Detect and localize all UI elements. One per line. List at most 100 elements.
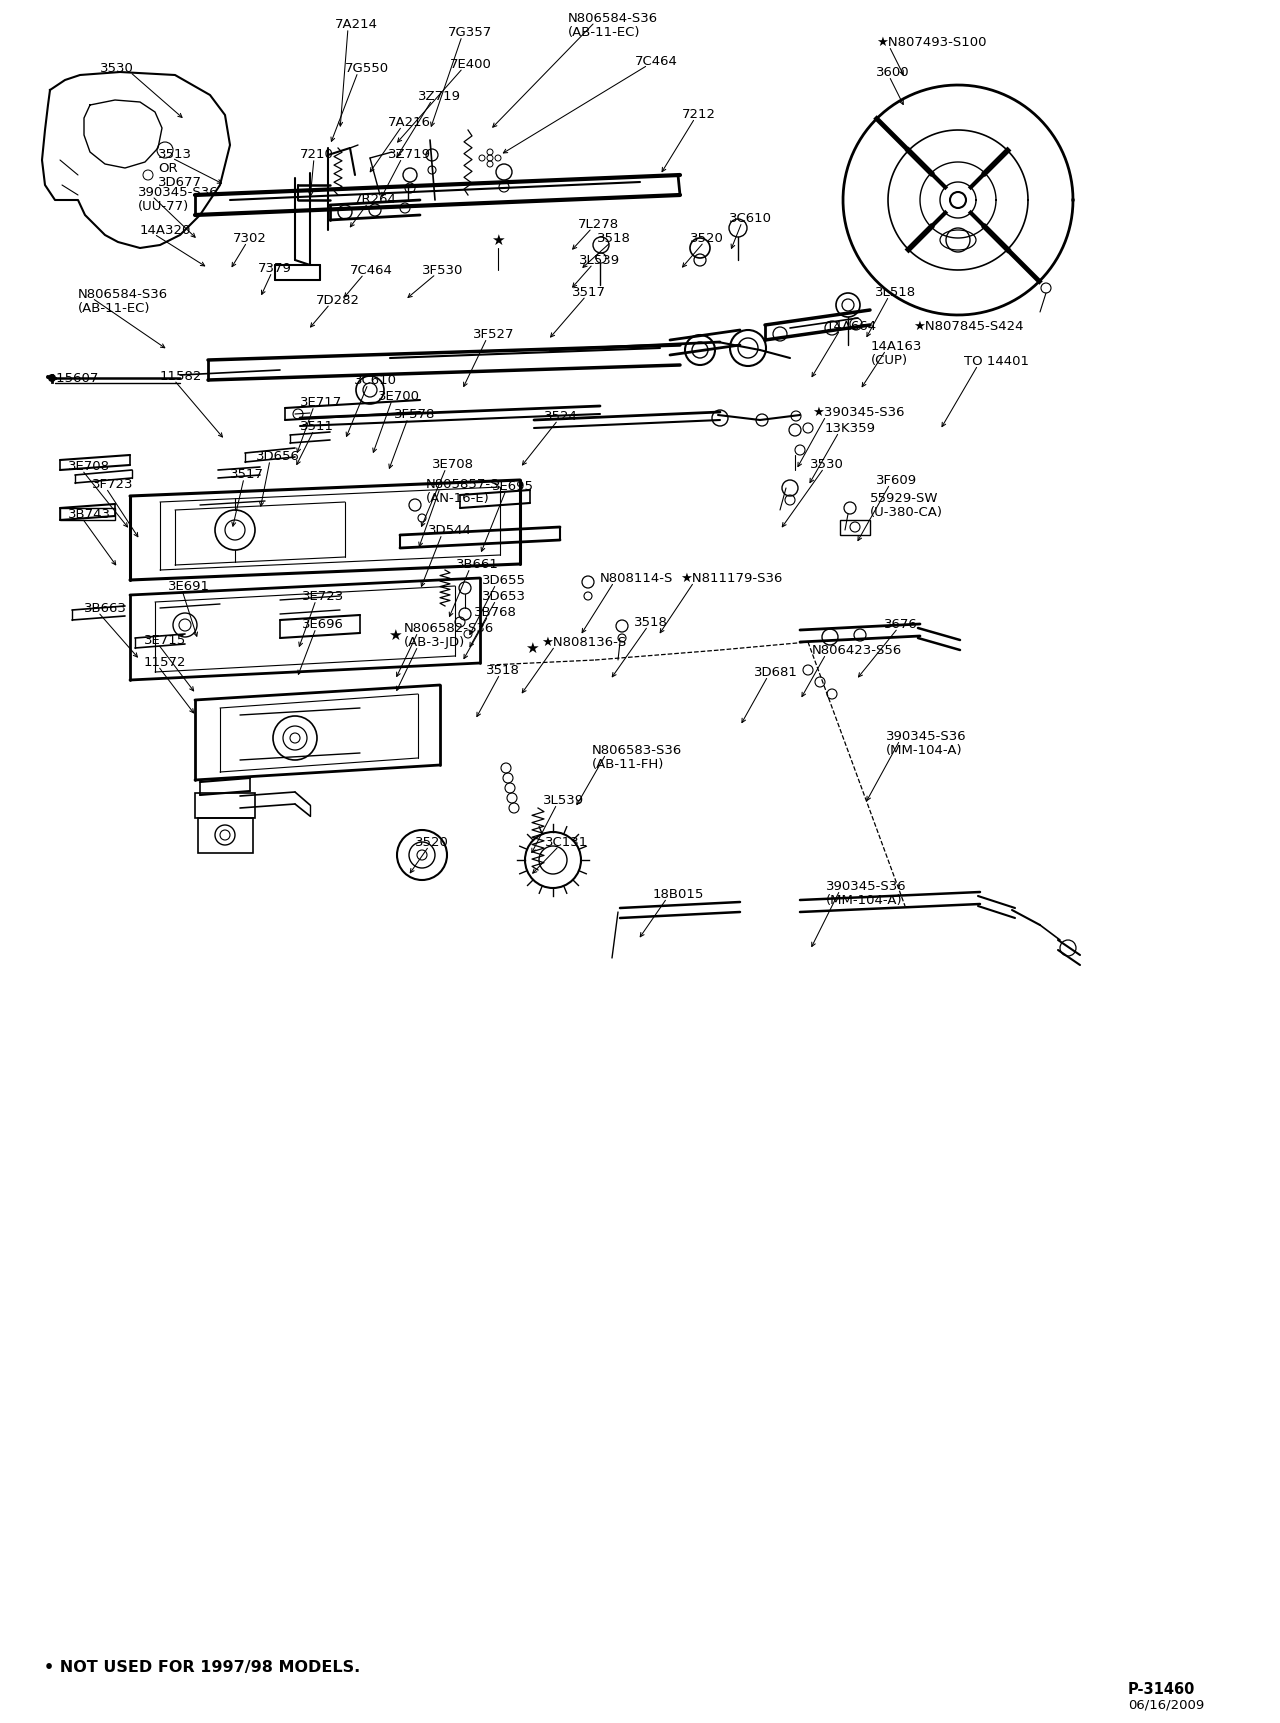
Text: N808114-S: N808114-S	[600, 572, 673, 586]
Text: 3530: 3530	[100, 62, 134, 76]
Text: 7A216: 7A216	[388, 115, 431, 129]
Text: 3L539: 3L539	[579, 253, 620, 267]
Text: 3520: 3520	[690, 233, 724, 245]
Text: 3E691: 3E691	[168, 581, 210, 593]
Text: (CUP): (CUP)	[870, 353, 908, 367]
Text: 3E696: 3E696	[302, 619, 344, 631]
Bar	[60, 508, 115, 520]
Text: 3Z719: 3Z719	[388, 148, 431, 160]
Text: 7G357: 7G357	[448, 26, 493, 40]
Text: 3F723: 3F723	[92, 477, 133, 491]
Text: 3Z719: 3Z719	[419, 90, 461, 103]
Text: ★N808136-S: ★N808136-S	[541, 636, 626, 650]
Text: 3B661: 3B661	[456, 558, 499, 570]
Text: TO 14401: TO 14401	[964, 355, 1029, 369]
Text: ★: ★	[525, 641, 539, 655]
Text: 13K359: 13K359	[826, 422, 876, 434]
Text: 3D681: 3D681	[754, 667, 797, 679]
Text: 18B015: 18B015	[653, 887, 704, 901]
Text: 3F578: 3F578	[394, 408, 435, 420]
Text: (MM-104-A): (MM-104-A)	[886, 744, 963, 756]
Text: ★: ★	[492, 233, 504, 248]
Text: 14A664: 14A664	[826, 320, 877, 333]
Text: N806584-S36: N806584-S36	[568, 12, 658, 26]
Text: 3C131: 3C131	[545, 836, 589, 849]
Text: 3B743: 3B743	[68, 508, 111, 520]
Text: 390345-S36: 390345-S36	[138, 186, 219, 198]
Text: 3E695: 3E695	[492, 481, 534, 493]
Text: ★390345-S36: ★390345-S36	[812, 407, 905, 419]
Text: 390345-S36: 390345-S36	[826, 880, 906, 893]
Bar	[198, 818, 253, 853]
Text: 3513: 3513	[157, 148, 192, 160]
Text: 3600: 3600	[876, 65, 910, 79]
Text: 3530: 3530	[810, 458, 844, 470]
Text: 3511: 3511	[300, 420, 334, 432]
Text: ★N807493-S100: ★N807493-S100	[876, 36, 987, 48]
Text: 3B663: 3B663	[84, 601, 127, 615]
Text: 3520: 3520	[415, 836, 449, 849]
Text: ★N807845-S424: ★N807845-S424	[913, 320, 1024, 333]
Text: 7A214: 7A214	[335, 17, 378, 31]
Text: (AB-11-EC): (AB-11-EC)	[78, 302, 151, 315]
Text: 7G550: 7G550	[346, 62, 389, 76]
Text: 3L518: 3L518	[876, 286, 916, 300]
Text: 3C610: 3C610	[355, 374, 397, 388]
Text: OR: OR	[157, 162, 178, 176]
Text: (UU-77): (UU-77)	[138, 200, 189, 214]
Text: (AN-16-E): (AN-16-E)	[426, 493, 490, 505]
Text: N805857-S: N805857-S	[426, 477, 499, 491]
Text: 3F527: 3F527	[474, 327, 515, 341]
Text: 3E723: 3E723	[302, 589, 344, 603]
Circle shape	[49, 374, 56, 383]
Text: 3518: 3518	[634, 617, 668, 629]
Text: 3676: 3676	[884, 619, 918, 631]
Text: N806584-S36: N806584-S36	[78, 288, 168, 302]
Text: N806583-S36: N806583-S36	[591, 744, 682, 756]
Text: 390345-S36: 390345-S36	[886, 731, 966, 743]
Text: 7C464: 7C464	[635, 55, 678, 67]
Text: N806423-S56: N806423-S56	[812, 644, 902, 656]
Text: 7R264: 7R264	[355, 193, 397, 207]
Text: • 15607: • 15607	[44, 372, 99, 384]
Text: 3D653: 3D653	[483, 589, 526, 603]
Text: 3518: 3518	[596, 233, 631, 245]
Text: 7L278: 7L278	[579, 219, 620, 231]
Text: 06/16/2009: 06/16/2009	[1128, 1697, 1204, 1711]
Bar	[840, 520, 870, 536]
Text: 3517: 3517	[572, 286, 605, 300]
Text: (U-380-CA): (U-380-CA)	[870, 507, 943, 519]
Text: N806582-S36: N806582-S36	[404, 622, 494, 636]
Text: 3518: 3518	[486, 663, 520, 677]
Text: 3F609: 3F609	[876, 474, 918, 488]
Text: 14A163: 14A163	[870, 339, 923, 353]
Text: 3F530: 3F530	[422, 264, 463, 277]
Text: • NOT USED FOR 1997/98 MODELS.: • NOT USED FOR 1997/98 MODELS.	[44, 1659, 360, 1675]
Text: 7C464: 7C464	[349, 264, 393, 277]
Text: 7E400: 7E400	[451, 59, 492, 71]
Text: 14A320: 14A320	[140, 224, 192, 238]
Text: 11572: 11572	[143, 656, 187, 669]
Text: ★: ★	[388, 627, 402, 643]
Text: 3E700: 3E700	[378, 389, 420, 403]
Text: 7302: 7302	[233, 233, 266, 245]
Text: 55929-SW: 55929-SW	[870, 493, 938, 505]
Text: 3D655: 3D655	[483, 574, 526, 588]
Text: 3E708: 3E708	[68, 460, 110, 474]
Text: P-31460: P-31460	[1128, 1682, 1196, 1697]
Text: (AB-11-EC): (AB-11-EC)	[568, 26, 640, 40]
Text: 3L539: 3L539	[543, 794, 584, 806]
Text: 3E708: 3E708	[433, 458, 474, 470]
Bar	[195, 793, 255, 818]
Text: (MM-104-A): (MM-104-A)	[826, 894, 902, 906]
Text: 3C610: 3C610	[730, 212, 772, 226]
Text: ★N811179-S36: ★N811179-S36	[680, 572, 782, 586]
Text: 3D677: 3D677	[157, 176, 202, 190]
Text: 3517: 3517	[230, 469, 264, 481]
Text: 3E715: 3E715	[143, 634, 187, 648]
Text: 3E717: 3E717	[300, 396, 342, 408]
Text: (AB-3-JD): (AB-3-JD)	[404, 636, 465, 650]
Text: 3D544: 3D544	[428, 524, 472, 538]
Text: 7212: 7212	[682, 109, 716, 121]
Text: 3D656: 3D656	[256, 450, 300, 463]
